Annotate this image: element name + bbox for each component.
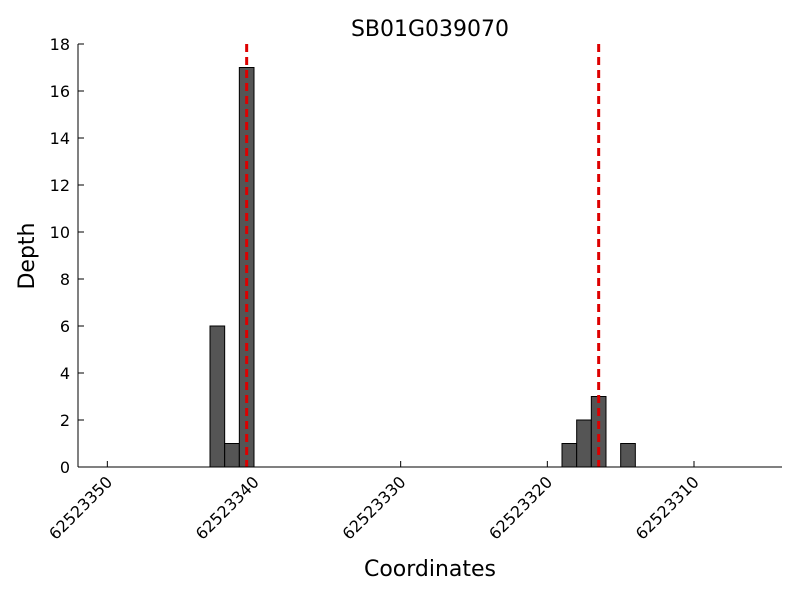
y-tick-label: 14	[50, 129, 70, 148]
bar	[576, 419, 592, 468]
x-tick-label: 62523330	[338, 472, 409, 543]
y-tick-label: 6	[60, 317, 70, 336]
y-axis-label: Depth	[15, 222, 40, 289]
bar	[209, 325, 226, 468]
y-tick-label: 12	[50, 176, 70, 195]
y-tick-label: 10	[50, 223, 70, 242]
y-tick-label: 4	[60, 364, 70, 383]
y-tick-label: 18	[50, 35, 70, 54]
chart-title: SB01G039070	[351, 17, 509, 42]
bar	[620, 443, 636, 468]
x-tick-label: 62523320	[485, 472, 556, 543]
bar	[561, 443, 578, 468]
x-tick-label: 62523340	[192, 472, 263, 543]
y-tick-label: 2	[60, 411, 70, 430]
x-tick-label: 62523350	[45, 472, 116, 543]
y-tick-label: 8	[60, 270, 70, 289]
y-tick-label: 0	[60, 458, 70, 477]
x-axis-label: Coordinates	[364, 557, 496, 582]
bar	[590, 396, 607, 468]
x-tick-label: 62523310	[632, 472, 703, 543]
y-tick-label: 16	[50, 82, 70, 101]
bar	[224, 443, 240, 468]
